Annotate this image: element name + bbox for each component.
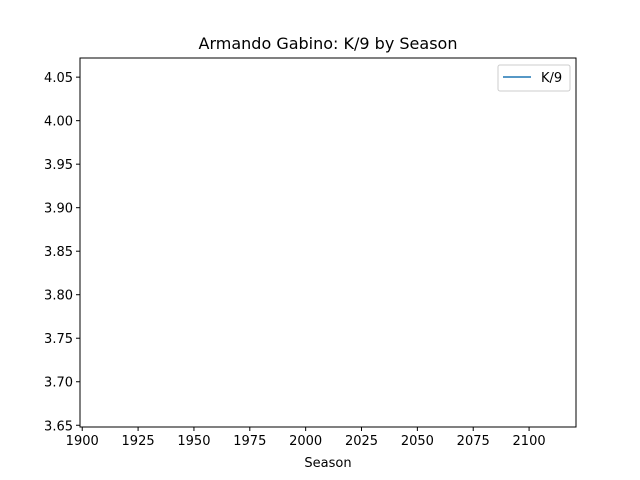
y-tick-label: 4.00 [44, 115, 73, 130]
legend-box [497, 64, 571, 92]
x-axis-label: Season [304, 456, 351, 471]
chart-title: Armando Gabino: K/9 by Season [199, 34, 458, 53]
x-tick-label: 1950 [177, 434, 210, 449]
x-tick-label: 1900 [66, 434, 99, 449]
y-tick-label: 3.80 [44, 289, 73, 304]
y-tick-label: 3.85 [44, 245, 73, 260]
legend: K/9 [497, 64, 571, 92]
y-tick-label: 3.90 [44, 202, 73, 217]
x-tick-label: 2025 [345, 434, 378, 449]
y-axis-ticks: 3.65 3.70 3.75 3.80 3.85 3.90 3.95 4.00 4.05 [44, 71, 80, 434]
y-tick-label: 3.95 [44, 158, 73, 173]
y-tick-label: 3.75 [44, 332, 73, 347]
x-tick-label: 2075 [457, 434, 490, 449]
plot-frame [79, 57, 577, 428]
x-tick-label: 2100 [513, 434, 546, 449]
x-axis-ticks: 1900 1925 1950 1975 2000 2025 2050 2075 2100 [66, 427, 546, 449]
x-tick-label: 1975 [233, 434, 266, 449]
y-tick-label: 3.70 [44, 376, 73, 391]
y-tick-label: 3.65 [44, 419, 73, 434]
x-tick-label: 2050 [401, 434, 434, 449]
x-tick-label: 2000 [289, 434, 322, 449]
x-tick-label: 1925 [122, 434, 155, 449]
y-tick-label: 4.05 [44, 71, 73, 86]
legend-label: K/9 [541, 71, 562, 86]
